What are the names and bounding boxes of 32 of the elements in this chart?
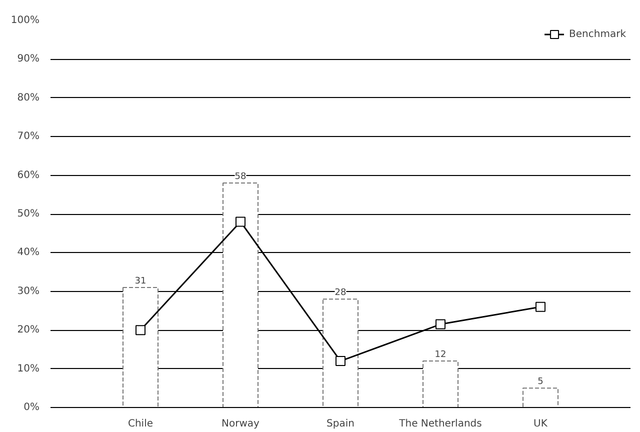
point: [136, 325, 146, 336]
bar: [522, 388, 558, 408]
bar: [222, 182, 258, 408]
x-tick-label: Norway: [222, 418, 260, 430]
y-tick-label: 30%: [17, 286, 40, 297]
y-tick-label: 20%: [17, 324, 40, 336]
bar: [322, 298, 358, 408]
point: [436, 319, 446, 330]
data-label: 5: [538, 377, 544, 388]
y-tick-label: 60%: [17, 170, 40, 181]
x-tick-label: The Netherlands: [398, 418, 482, 430]
bar: [122, 287, 158, 408]
data-label: 28: [334, 288, 346, 298]
point: [336, 356, 346, 366]
point: [236, 216, 246, 227]
bar: [422, 360, 458, 408]
legend-label: Benchmark: [569, 28, 626, 40]
y-tick-label: 80%: [17, 92, 40, 104]
x-tick-label: Chile: [128, 418, 154, 430]
y-tick-label: 40%: [17, 247, 40, 258]
x-tick-label: Spain: [326, 418, 354, 430]
y-tick-label: 0%: [24, 402, 40, 413]
data-label: 31: [134, 276, 146, 287]
data-label: 58: [234, 172, 246, 182]
y-tick-label: 100%: [10, 15, 40, 26]
y-tick-label: 90%: [17, 54, 40, 65]
y-tick-label: 50%: [17, 208, 40, 220]
point: [536, 302, 546, 312]
y-tick-label: 70%: [17, 131, 40, 142]
y-tick-label: 10%: [17, 363, 40, 374]
x-tick-label: UK: [534, 418, 548, 430]
data-label: 12: [434, 350, 446, 360]
